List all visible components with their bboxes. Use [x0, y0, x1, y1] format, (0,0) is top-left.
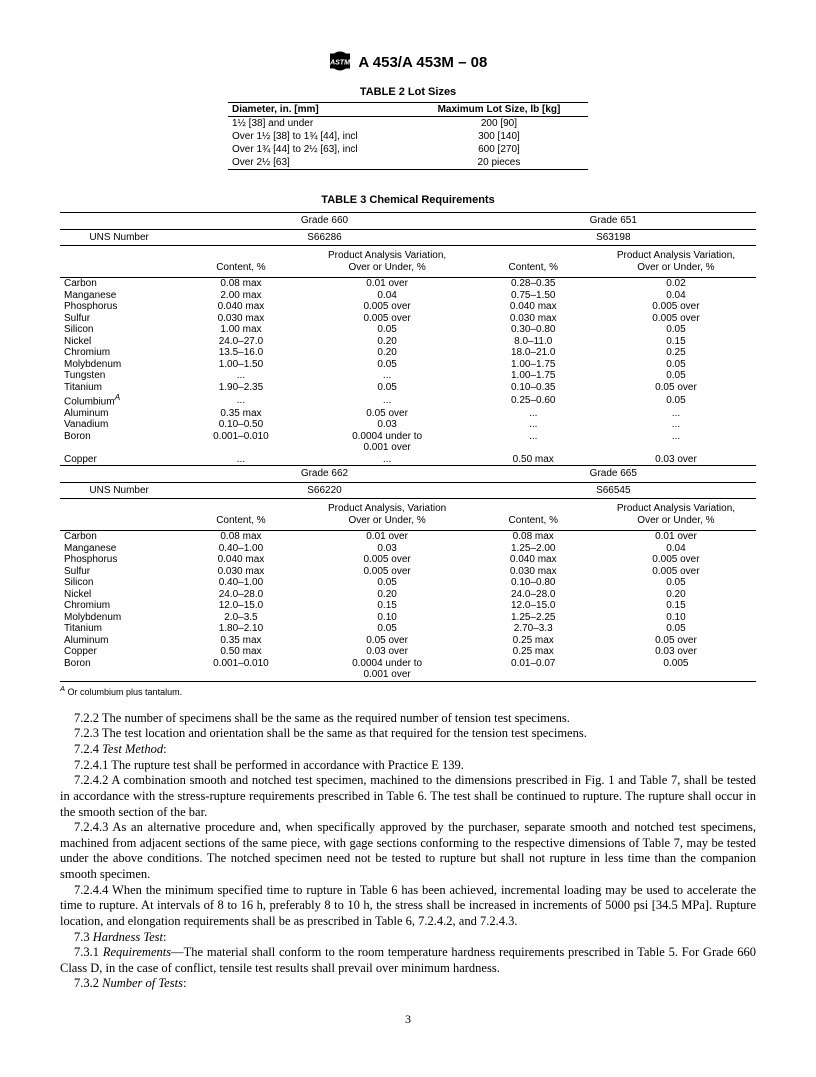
- table2-h1: Diameter, in. [mm]: [228, 103, 410, 117]
- table-row: Sulfur0.030 max0.005 over0.030 max0.005 …: [60, 313, 756, 325]
- table-row: Tungsten......1.00–1.750.05: [60, 370, 756, 382]
- table-row: Manganese2.00 max0.040.75–1.500.04: [60, 290, 756, 302]
- col-var-a: Product Analysis Variation,Over or Under…: [304, 246, 471, 278]
- uns-label: UNS Number: [60, 229, 178, 246]
- uns-b: S63198: [471, 229, 756, 246]
- table-row: 0.001 over: [60, 442, 756, 454]
- para-7-2-4-2: 7.2.4.2 A combination smooth and notched…: [60, 773, 756, 820]
- table-row: Phosphorus0.040 max0.005 over0.040 max0.…: [60, 301, 756, 313]
- uns-a: S66286: [178, 229, 470, 246]
- table-row: Molybdenum1.00–1.500.051.00–1.750.05: [60, 359, 756, 371]
- designation-text: A 453/A 453M – 08: [358, 54, 487, 71]
- table-row: Silicon1.00 max0.050.30–0.800.05: [60, 324, 756, 336]
- table-row: Vanadium0.10–0.500.03......: [60, 419, 756, 431]
- table-row: Silicon0.40–1.000.050.10–0.800.05: [60, 577, 756, 589]
- table-row: Titanium1.80–2.100.052.70–3.30.05: [60, 623, 756, 635]
- table-row: Manganese0.40–1.000.031.25–2.000.04: [60, 543, 756, 555]
- para-7-2-3: 7.2.3 The test location and orientation …: [60, 726, 756, 742]
- col-content-b: Content, %: [471, 246, 596, 278]
- uns-c: S66220: [178, 482, 470, 499]
- table3-chemical-requirements: Grade 660 Grade 651 UNS Number S66286 S6…: [60, 212, 756, 682]
- table-row: Nickel24.0–27.00.208.0–11.00.15: [60, 336, 756, 348]
- grade-a: Grade 660: [178, 213, 470, 230]
- grade-c: Grade 662: [178, 466, 470, 483]
- page-header: ASTM A 453/A 453M – 08: [60, 50, 756, 76]
- table-row: Over 2½ [63]20 pieces: [228, 156, 588, 170]
- para-7-2-4: 7.2.4 Test Method:: [60, 742, 756, 758]
- para-7-2-2: 7.2.2 The number of specimens shall be t…: [60, 711, 756, 727]
- grade-b: Grade 651: [471, 213, 756, 230]
- table2-h2: Maximum Lot Size, lb [kg]: [410, 103, 588, 117]
- table3-title: TABLE 3 Chemical Requirements: [60, 194, 756, 206]
- table-row: Titanium1.90–2.350.050.10–0.350.05 over: [60, 382, 756, 394]
- table-row: Over 1¾ [44] to 2½ [63], incl600 [270]: [228, 143, 588, 156]
- table3-footnote: A Or columbium plus tantalum.: [60, 684, 756, 697]
- uns-d: S66545: [471, 482, 756, 499]
- table-row: Boron0.001–0.0100.0004 under to0.01–0.07…: [60, 658, 756, 670]
- table-row: Carbon0.08 max0.01 over0.08 max0.01 over: [60, 531, 756, 543]
- col-var-b: Product Analysis Variation,Over or Under…: [596, 246, 756, 278]
- para-7-2-4-3: 7.2.4.3 As an alternative procedure and,…: [60, 820, 756, 883]
- table-row: Carbon0.08 max0.01 over0.28–0.350.02: [60, 278, 756, 290]
- table-row: Phosphorus0.040 max0.005 over0.040 max0.…: [60, 554, 756, 566]
- table-row: Over 1½ [38] to 1¾ [44], incl300 [140]: [228, 130, 588, 143]
- astm-logo-icon: ASTM: [329, 50, 351, 76]
- body-paragraphs: 7.2.2 The number of specimens shall be t…: [60, 711, 756, 992]
- table-row: 0.001 over: [60, 669, 756, 681]
- svg-text:ASTM: ASTM: [329, 60, 350, 67]
- table-row: ColumbiumA......0.25–0.600.05: [60, 393, 756, 408]
- grade-d: Grade 665: [471, 466, 756, 483]
- table2-title: TABLE 2 Lot Sizes: [60, 86, 756, 98]
- para-7-2-4-1: 7.2.4.1 The rupture test shall be perfor…: [60, 758, 756, 774]
- page-number: 3: [60, 1012, 756, 1027]
- table-row: Chromium13.5–16.00.2018.0–21.00.25: [60, 347, 756, 359]
- table2-lot-sizes: Diameter, in. [mm] Maximum Lot Size, lb …: [228, 102, 588, 170]
- table-row: Chromium12.0–15.00.1512.0–15.00.15: [60, 600, 756, 612]
- table-row: Aluminum0.35 max0.05 over......: [60, 408, 756, 420]
- table-row: 1½ [38] and under200 [90]: [228, 117, 588, 131]
- para-7-3: 7.3 Hardness Test:: [60, 930, 756, 946]
- para-7-3-2: 7.3.2 Number of Tests:: [60, 976, 756, 992]
- para-7-3-1: 7.3.1 Requirements—The material shall co…: [60, 945, 756, 976]
- table-row: Sulfur0.030 max0.005 over0.030 max0.005 …: [60, 566, 756, 578]
- table-row: Nickel24.0–28.00.2024.0–28.00.20: [60, 589, 756, 601]
- table-row: Aluminum0.35 max0.05 over0.25 max0.05 ov…: [60, 635, 756, 647]
- table-row: Copper0.50 max0.03 over0.25 max0.03 over: [60, 646, 756, 658]
- table-row: Boron0.001–0.0100.0004 under to......: [60, 431, 756, 443]
- col-content-a: Content, %: [178, 246, 303, 278]
- table-row: Molybdenum2.0–3.50.101.25–2.250.10: [60, 612, 756, 624]
- para-7-2-4-4: 7.2.4.4 When the minimum specified time …: [60, 883, 756, 930]
- uns-label2: UNS Number: [60, 482, 178, 499]
- table-row: Copper......0.50 max0.03 over: [60, 454, 756, 466]
